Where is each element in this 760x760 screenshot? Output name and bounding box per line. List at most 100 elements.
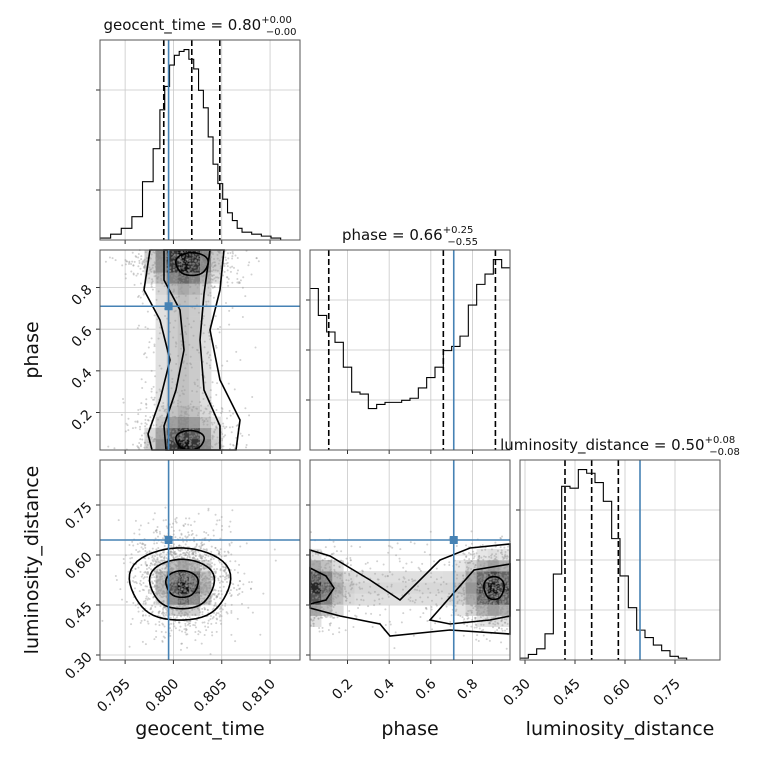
panel-geocent_time-vs-luminosity_distance-point (139, 621, 142, 624)
panel-geocent_time-vs-phase-point (179, 260, 182, 263)
panel-geocent_time-vs-luminosity_distance-point (199, 611, 202, 614)
panel-geocent_time-vs-phase-point (150, 253, 153, 256)
panel-phase-vs-luminosity_distance-point (430, 572, 433, 575)
panel-geocent_time-vs-luminosity_distance-point (183, 590, 186, 593)
panel-phase-vs-luminosity_distance-point (339, 577, 342, 580)
panel-geocent_time-vs-phase-point (213, 264, 216, 267)
panel-geocent_time-vs-phase-point (215, 425, 218, 428)
panel-geocent_time-vs-luminosity_distance-point (221, 580, 224, 583)
panel-geocent_time-vs-phase-point (172, 283, 175, 286)
panel-geocent_time-vs-luminosity_distance-point (197, 571, 200, 574)
panel-geocent_time-vs-luminosity_distance-point (195, 597, 198, 600)
panel-geocent_time-vs-luminosity_distance-point (204, 581, 207, 584)
panel-geocent_time-vs-phase-point (189, 432, 192, 435)
panel-geocent_time-vs-luminosity_distance-point (165, 596, 168, 599)
panel-geocent_time-vs-luminosity_distance-point (184, 611, 187, 614)
panel-geocent_time-vs-phase-point (199, 437, 202, 440)
panel-geocent_time-vs-phase-point (157, 264, 160, 267)
panel-phase-vs-luminosity_distance-point (467, 562, 470, 565)
panel-geocent_time-vs-luminosity_distance-point (182, 585, 185, 588)
panel-geocent_time-vs-phase-point (183, 254, 186, 257)
panel-geocent_time-vs-luminosity_distance-point (138, 533, 141, 536)
panel-geocent_time-vs-luminosity_distance-point (183, 586, 186, 589)
panel-geocent_time-vs-phase-point (214, 264, 217, 267)
panel-geocent_time-vs-phase-point (187, 418, 190, 421)
panel-geocent_time-vs-phase-point (177, 295, 180, 298)
panel-phase-vs-luminosity_distance-point (483, 603, 486, 606)
panel-geocent_time-vs-phase-point (176, 404, 179, 407)
panel-geocent_time-vs-luminosity_distance-point (169, 616, 172, 619)
panel-geocent_time-vs-luminosity_distance-point (149, 564, 152, 567)
panel-geocent_time-vs-phase-point (221, 410, 224, 413)
panel-geocent_time-vs-phase-point (206, 352, 209, 355)
panel-geocent_time-vs-luminosity_distance-point (188, 616, 191, 619)
panel-geocent_time-vs-phase-point (228, 426, 231, 429)
panel-phase-vs-luminosity_distance-point (329, 568, 332, 571)
panel-geocent_time-vs-phase-point (184, 406, 187, 409)
panel-geocent_time-vs-phase-point (239, 432, 242, 435)
panel-geocent_time-vs-phase-point (124, 273, 127, 276)
panel-geocent_time-vs-luminosity_distance-point (196, 599, 199, 602)
panel-geocent_time-vs-phase-point (178, 417, 181, 420)
panel-geocent_time-vs-phase-point (166, 253, 169, 256)
panel-geocent_time-vs-phase-point (137, 265, 140, 268)
panel-phase-vs-luminosity_distance-point (419, 596, 422, 599)
panel-geocent_time-vs-luminosity_distance-point (194, 554, 197, 557)
panel-geocent_time-vs-luminosity_distance-point (184, 598, 187, 601)
panel-geocent_time-vs-luminosity_distance-point (171, 561, 174, 564)
panel-geocent_time-vs-luminosity_distance-point (144, 597, 147, 600)
panel-geocent_time-vs-phase-point (171, 381, 174, 384)
panel-geocent_time-vs-phase-point (221, 439, 224, 442)
panel-geocent_time-vs-luminosity_distance-point (143, 619, 146, 622)
panel-geocent_time-vs-phase-point (183, 421, 186, 424)
panel-geocent_time-vs-luminosity_distance-point (179, 610, 182, 613)
panel-geocent_time-vs-phase-point (148, 277, 151, 280)
panel-phase-vs-luminosity_distance-point (329, 600, 332, 603)
panel-phase-vs-luminosity_distance-point (330, 560, 333, 563)
panel-geocent_time-vs-phase-point (216, 436, 219, 439)
panel-geocent_time-vs-luminosity_distance-point (190, 568, 193, 571)
panel-geocent_time-vs-luminosity_distance-point (229, 560, 232, 563)
panel-geocent_time-vs-luminosity_distance-point (204, 537, 207, 540)
panel-phase-vs-luminosity_distance-point (494, 623, 497, 626)
panel-geocent_time-vs-luminosity_distance-point (186, 581, 189, 584)
panel-geocent_time-vs-luminosity_distance-point (163, 636, 166, 639)
panel-geocent_time-vs-phase-point (237, 282, 240, 285)
panel-geocent_time-vs-phase-point (196, 263, 199, 266)
panel-phase-vs-luminosity_distance-point (490, 577, 493, 580)
panel-phase-vs-luminosity_distance-point (426, 596, 429, 599)
panel-phase-vs-luminosity_distance-point (506, 607, 509, 610)
panel-phase-vs-luminosity_distance-point (364, 612, 367, 615)
panel-geocent_time-vs-luminosity_distance-point (201, 597, 204, 600)
panel-geocent_time-vs-luminosity_distance-point (188, 581, 191, 584)
panel-geocent_time-vs-luminosity_distance-cell (177, 593, 190, 605)
panel-geocent_time-vs-luminosity_distance-point (238, 587, 241, 590)
panel-geocent_time-vs-luminosity_distance-point (215, 567, 218, 570)
panel-geocent_time-vs-phase-cell (166, 361, 179, 373)
panel-geocent_time-vs-luminosity_distance-point (224, 566, 227, 569)
panel-geocent_time-vs-luminosity_distance-point (178, 587, 181, 590)
panel-geocent_time-vs-phase-cell (177, 405, 190, 417)
panel-phase-vs-luminosity_distance-point (332, 633, 335, 636)
panel-phase-vs-luminosity_distance-point (377, 578, 380, 581)
panel-geocent_time-vs-luminosity_distance-point (209, 653, 212, 656)
panel-phase-vs-luminosity_distance-point (496, 572, 499, 575)
panel-geocent_time-vs-luminosity_distance-point (199, 597, 202, 600)
panel-geocent_time-vs-luminosity_distance-point (182, 565, 185, 568)
panel-geocent_time-vs-luminosity_distance-point (201, 579, 204, 582)
panel-phase-vs-luminosity_distance-point (366, 561, 369, 564)
panel-geocent_time-vs-luminosity_distance-point (154, 560, 157, 563)
panel-geocent_time-vs-phase-point (188, 343, 191, 346)
panel-phase-vs-luminosity_distance-point (404, 570, 407, 573)
panel-geocent_time-vs-luminosity_distance-point (198, 608, 201, 611)
panel-phase-vs-luminosity_distance-point (491, 586, 494, 589)
panel-geocent_time-vs-phase-point (181, 256, 184, 259)
panel-geocent_time-vs-phase-point (210, 411, 213, 414)
panel-geocent_time-vs-phase-point (139, 425, 142, 428)
panel-geocent_time-vs-luminosity_distance-point (186, 591, 189, 594)
panel-phase-vs-luminosity_distance-point (483, 562, 486, 565)
panel-geocent_time-vs-phase-cell (200, 372, 212, 384)
panel-phase-vs-luminosity_distance-point (316, 589, 319, 592)
panel-phase-vs-luminosity_distance-point (480, 590, 483, 593)
